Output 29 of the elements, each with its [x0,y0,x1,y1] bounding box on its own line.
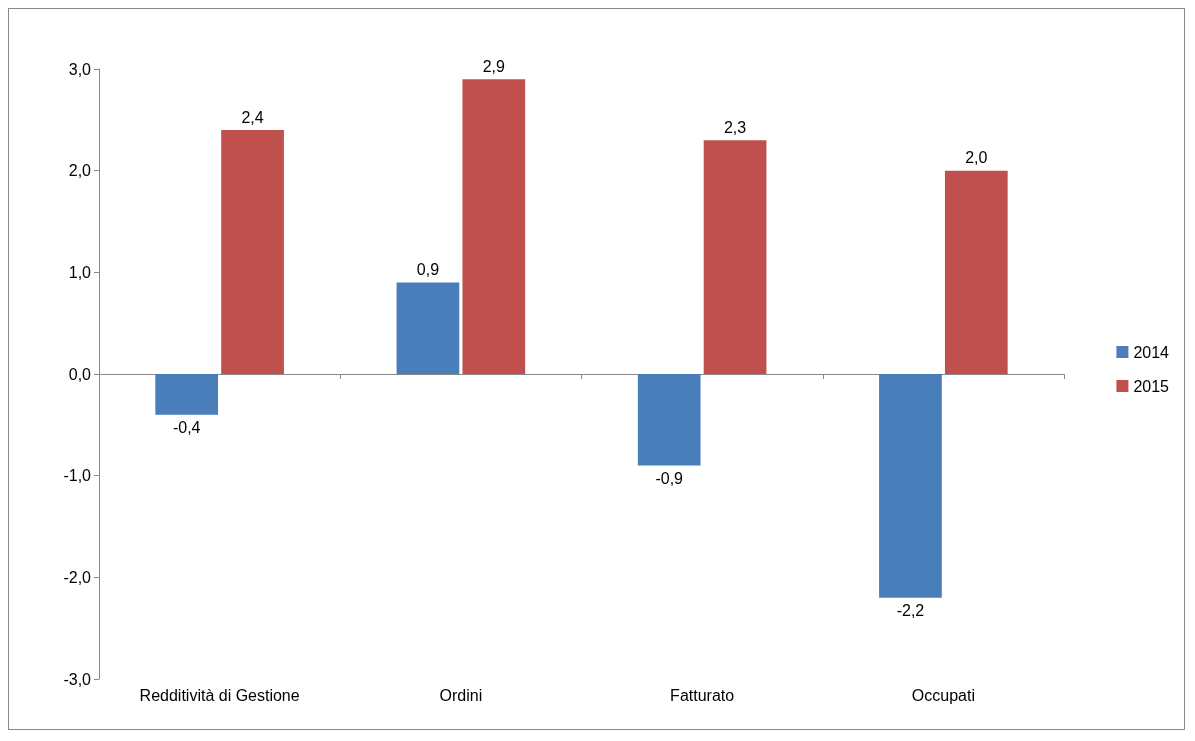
data-label: 2,3 [723,118,747,136]
x-tick-label: Ordini [439,686,483,704]
bar [637,374,701,466]
y-tick-label: 2,0 [68,162,92,180]
bar [155,374,219,415]
bar [944,170,1008,374]
data-label: -0,9 [655,470,684,487]
y-tick-label: 1,0 [68,263,92,281]
y-tick-label: -2,0 [63,568,92,586]
legend-label: 2015 [1133,377,1170,395]
bar [462,79,526,374]
data-label: 2,9 [482,57,506,75]
data-label: -0,4 [172,419,201,437]
x-tick-label: Occupati [911,686,975,704]
x-tick-label: Fatturato [670,686,735,704]
y-tick-label: -1,0 [63,467,92,485]
bar [703,140,767,374]
bar [879,374,942,598]
data-label: 2,4 [241,108,264,126]
y-tick-label: -3,0 [63,670,92,688]
bar [396,282,460,374]
bar [221,130,284,374]
y-tick-label: 0,0 [68,365,92,383]
data-label: -2,2 [896,602,925,620]
legend-label: 2014 [1133,343,1170,361]
data-label: 0,9 [416,261,440,278]
x-tick-label: Redditività di Gestione [139,686,300,704]
y-tick-label: 3,0 [68,60,92,78]
data-label: 2,0 [965,149,988,167]
